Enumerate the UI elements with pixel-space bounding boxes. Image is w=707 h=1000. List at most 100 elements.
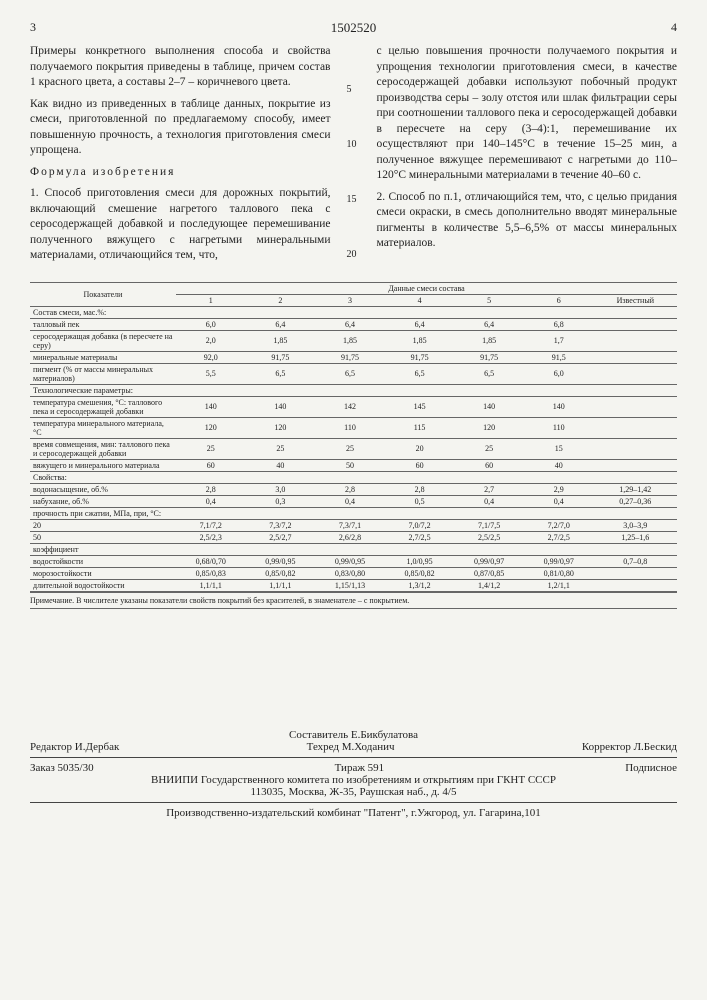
- para: 2. Способ по п.1, отличающийся тем, что,…: [377, 190, 678, 252]
- techred: Техред М.Ходанич: [307, 741, 395, 753]
- cell: [594, 318, 677, 330]
- cell: 140: [246, 396, 316, 417]
- right-column: с целью повышения прочности получаемого …: [377, 44, 678, 270]
- th-col: 3: [315, 294, 385, 306]
- cell: 2,8: [315, 483, 385, 495]
- cell: 120: [454, 417, 524, 438]
- cell: [594, 459, 677, 471]
- cell: 142: [315, 396, 385, 417]
- cell: [315, 507, 385, 519]
- cell: [594, 567, 677, 579]
- cell: 2,5/2,7: [246, 531, 316, 543]
- cell: [594, 417, 677, 438]
- cell: 7,1/7,5: [454, 519, 524, 531]
- cell: 0,99/0,97: [454, 555, 524, 567]
- table-row: морозостойкости0,85/0,83 0,85/0,820,83/0,…: [30, 567, 677, 579]
- th-col: 2: [246, 294, 316, 306]
- cell: 7,2/7,0: [524, 519, 594, 531]
- cell: 0,68/0,70: [176, 555, 246, 567]
- cell: [594, 543, 677, 555]
- data-table: Показатели Данные смеси состава 123456Из…: [30, 282, 677, 592]
- cell: 115: [385, 417, 455, 438]
- cell: [315, 384, 385, 396]
- table-row: время совмещения, мин: таллового пека и …: [30, 438, 677, 459]
- table-row: коэффициент: [30, 543, 677, 555]
- cell: 0,85/0,83: [176, 567, 246, 579]
- cell: 7,3/7,2: [246, 519, 316, 531]
- cell: 15: [524, 438, 594, 459]
- cell: 6,4: [246, 318, 316, 330]
- th-col: 6: [524, 294, 594, 306]
- cell: [246, 384, 316, 396]
- cell: 0,7–0,8: [594, 555, 677, 567]
- cell: [246, 507, 316, 519]
- cell: 6,5: [315, 363, 385, 384]
- cell: 0,83/0,80: [315, 567, 385, 579]
- cell: 6,0: [524, 363, 594, 384]
- claim-1: 1. Способ приготовления смеси для дорожн…: [30, 186, 331, 264]
- row-label: морозостойкости: [30, 567, 176, 579]
- cell: 1,85: [385, 330, 455, 351]
- signed: Подписное: [625, 762, 677, 774]
- cell: 110: [524, 417, 594, 438]
- th-group: Данные смеси состава: [176, 282, 677, 294]
- cell: 6,5: [246, 363, 316, 384]
- cell: [176, 471, 246, 483]
- cell: 25: [246, 438, 316, 459]
- cell: 145: [385, 396, 455, 417]
- cell: 2,6/2,8: [315, 531, 385, 543]
- cell: 6,8: [524, 318, 594, 330]
- cell: [385, 471, 455, 483]
- cell: [315, 543, 385, 555]
- table-row: серосодержащая добавка (в пересчете на с…: [30, 330, 677, 351]
- cell: 40: [246, 459, 316, 471]
- cell: 60: [176, 459, 246, 471]
- cell: 0,85/0,82: [385, 567, 455, 579]
- row-label: Технологические параметры:: [30, 384, 176, 396]
- cell: 3,0–3,9: [594, 519, 677, 531]
- cell: 91,75: [246, 351, 316, 363]
- para: с целью повышения прочности получаемого …: [377, 44, 678, 184]
- para: Как видно из приведенных в таблице данны…: [30, 97, 331, 159]
- compiler: Составитель Е.Бикбулатова: [30, 729, 677, 741]
- cell: [594, 471, 677, 483]
- cell: [176, 306, 246, 318]
- cell: 1,1/1,1: [246, 579, 316, 591]
- cell: 2,8: [176, 483, 246, 495]
- cell: 120: [246, 417, 316, 438]
- th-col: 5: [454, 294, 524, 306]
- cell: 2,5/2,3: [176, 531, 246, 543]
- cell: 7,3/7,1: [315, 519, 385, 531]
- cell: 1,2/1,1: [524, 579, 594, 591]
- row-label: Состав смеси, мас.%:: [30, 306, 176, 318]
- cell: 2,7: [454, 483, 524, 495]
- editor: Редактор И.Дербак: [30, 741, 119, 753]
- cell: 6,5: [385, 363, 455, 384]
- line-numbers: 5 10 15 20: [347, 44, 361, 270]
- cell: 91,5: [524, 351, 594, 363]
- table-row: Свойства:: [30, 471, 677, 483]
- cell: 2,8: [385, 483, 455, 495]
- cell: 0,99/0,95: [315, 555, 385, 567]
- cell: [454, 306, 524, 318]
- cell: 3,0: [246, 483, 316, 495]
- cell: [594, 330, 677, 351]
- cell: 92,0: [176, 351, 246, 363]
- cell: [524, 471, 594, 483]
- cell: 91,75: [385, 351, 455, 363]
- cell: 1,15/1,13: [315, 579, 385, 591]
- cell: 120: [176, 417, 246, 438]
- cell: [524, 306, 594, 318]
- cell: 91,75: [315, 351, 385, 363]
- cell: 25: [176, 438, 246, 459]
- cell: 91,75: [454, 351, 524, 363]
- footer-block: Составитель Е.Бикбулатова Редактор И.Дер…: [30, 729, 677, 819]
- cell: 140: [524, 396, 594, 417]
- org: ВНИИПИ Государственного комитета по изоб…: [30, 774, 677, 786]
- row-label: 50: [30, 531, 176, 543]
- table-row: водостойкости0,68/0,700,99/0,950,99/0,95…: [30, 555, 677, 567]
- formula-heading: Формула изобретения: [30, 165, 331, 181]
- page-header: 3 1502520 4: [30, 20, 677, 36]
- table-row: Состав смеси, мас.%:: [30, 306, 677, 318]
- cell: [385, 543, 455, 555]
